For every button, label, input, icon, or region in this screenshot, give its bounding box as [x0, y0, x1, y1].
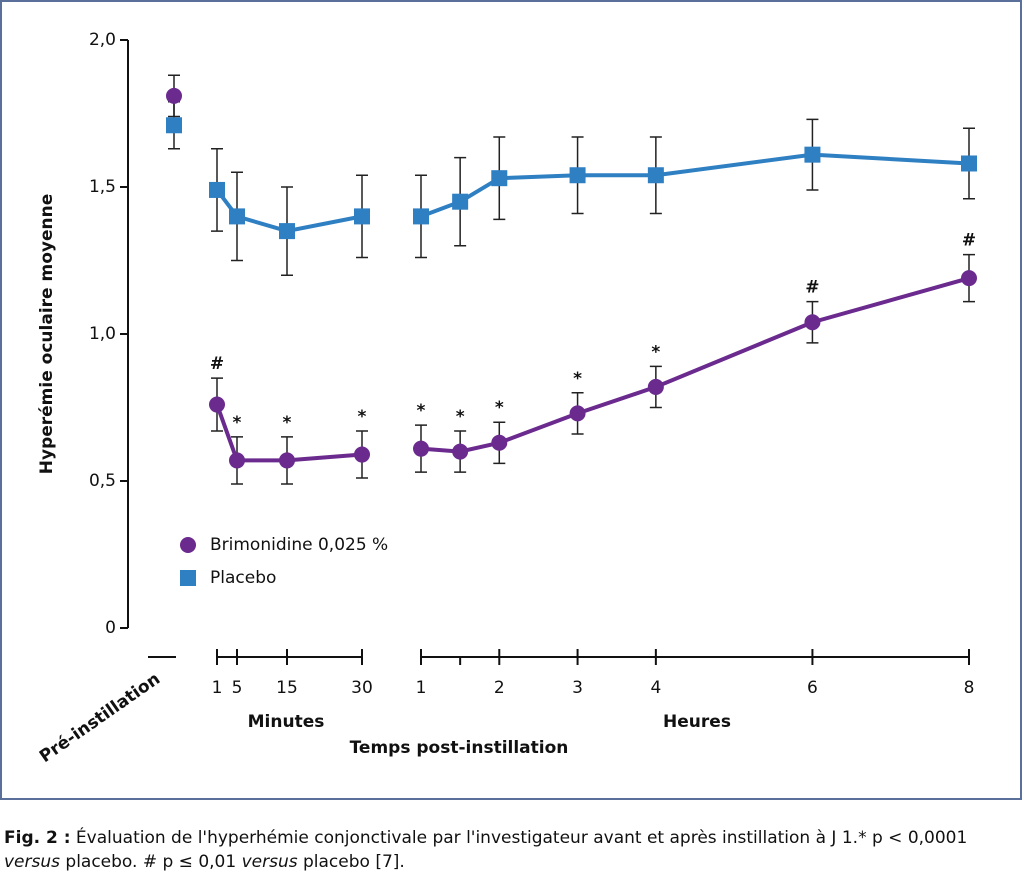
- point: [961, 270, 977, 287]
- caption-text: placebo. # p ≤ 0,01: [60, 852, 242, 872]
- point: [569, 167, 586, 184]
- point: [279, 452, 295, 469]
- annotation: #: [962, 231, 976, 251]
- x-tick-label: 6: [807, 678, 818, 698]
- annotation: *: [283, 413, 292, 433]
- x-tick-label: 15: [276, 678, 298, 698]
- x-tick-label: 30: [351, 678, 373, 698]
- series-line: [215, 403, 363, 463]
- x-tick-label: 3: [572, 678, 583, 698]
- legend-marker: [180, 570, 196, 586]
- y-tick-label: 2,0: [89, 30, 116, 50]
- x-tick-label: 4: [650, 678, 661, 698]
- point: [452, 193, 469, 210]
- segment-label: Pré-instillation: [36, 669, 164, 767]
- legend-label: Brimonidine 0,025 %: [210, 535, 388, 555]
- x-tick-label: 5: [232, 678, 243, 698]
- x-axis-label: Temps post-instillation: [350, 738, 569, 758]
- x-tick-label: 1: [416, 678, 427, 698]
- y-tick-label: 1,0: [89, 324, 116, 344]
- point: [647, 167, 664, 184]
- point: [491, 170, 508, 187]
- point: [413, 440, 429, 457]
- caption: Fig. 2 : Évaluation de l'hyperhémie conj…: [4, 826, 1022, 874]
- point: [452, 443, 469, 460]
- point: [569, 405, 586, 422]
- point: [647, 378, 664, 395]
- annotation: #: [805, 278, 819, 298]
- segment-label: Heures: [663, 712, 731, 732]
- x-tick-label: 8: [964, 678, 975, 698]
- caption-text: versus: [241, 852, 298, 872]
- annotation: *: [495, 398, 504, 418]
- legend-label: Placebo: [210, 568, 276, 588]
- annotation: #: [210, 354, 224, 374]
- point: [354, 446, 370, 463]
- caption-label: Fig. 2 :: [4, 828, 71, 848]
- y-axis-label: Hyperémie oculaire moyenne: [37, 194, 57, 474]
- point: [804, 146, 821, 163]
- point: [279, 223, 295, 240]
- point: [354, 208, 370, 225]
- y-tick-label: 0,5: [89, 471, 116, 491]
- point: [491, 434, 508, 451]
- point: [229, 208, 245, 225]
- annotation: *: [358, 407, 367, 427]
- point: [229, 452, 245, 469]
- series-line: [215, 188, 363, 234]
- caption-text: Évaluation de l'hyperhémie conjonctivale…: [70, 828, 968, 848]
- point: [209, 396, 225, 413]
- annotation: *: [233, 413, 242, 433]
- annotation: *: [456, 407, 465, 427]
- point: [413, 208, 429, 225]
- chart: Hyperémie oculaire moyenne Temps post-in…: [0, 0, 1022, 800]
- y-tick-label: 0: [105, 618, 116, 638]
- point: [166, 117, 182, 134]
- point: [209, 181, 225, 198]
- y-tick-label: 1,5: [89, 177, 116, 197]
- segment-label: Minutes: [248, 712, 325, 732]
- annotation: *: [417, 401, 426, 421]
- series-line: [420, 276, 970, 454]
- point: [961, 155, 977, 172]
- legend-marker: [180, 537, 196, 553]
- annotation: *: [651, 342, 660, 362]
- annotation: *: [573, 369, 582, 389]
- caption-text: versus: [4, 852, 60, 872]
- x-tick-label: 1: [212, 678, 223, 698]
- frame: [0, 0, 1022, 800]
- x-tick-label: 2: [494, 678, 505, 698]
- point: [166, 87, 182, 104]
- caption-text: placebo [7].: [297, 852, 405, 872]
- point: [804, 314, 821, 331]
